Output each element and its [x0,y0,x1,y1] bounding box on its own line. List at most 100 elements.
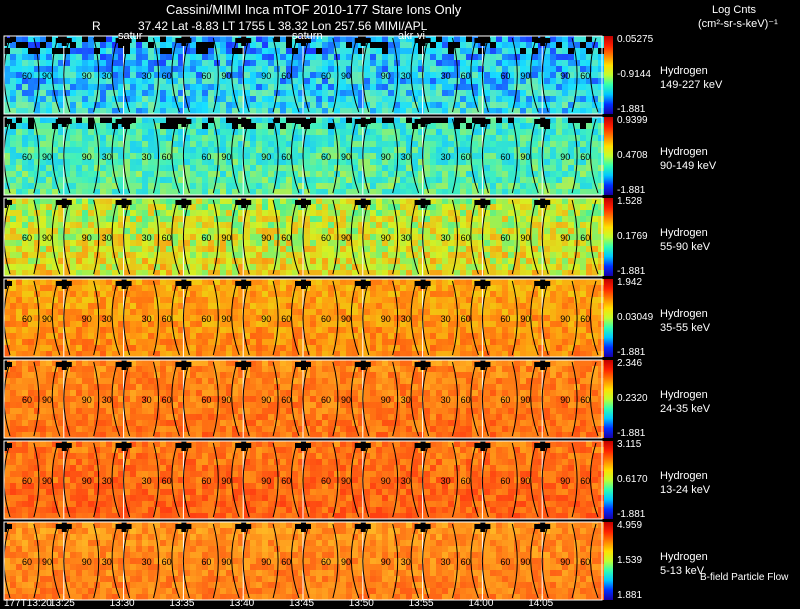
pitch-angle-label: 60 [201,476,211,486]
colorbar-5 [604,441,613,519]
pitch-angle-label: 90 [82,233,92,243]
pitch-angle-label: 60 [321,476,331,486]
pitch-angle-label: 60 [500,71,510,81]
pitch-angle-label: 90 [560,314,570,324]
panel-6: 60 90 90 30 30 60 60 90 90 60 60 90 90 30 30 60 60 90 90 60 [0,521,604,601]
pitch-angle-label: 60 [22,395,32,405]
pitch-angle-label: 90 [381,314,391,324]
pitch-angle-label: 30 [441,233,451,243]
pitch-angle-label: 60 [461,314,471,324]
panel-3: 60 90 90 30 30 60 60 90 90 60 60 90 90 30 30 60 60 90 90 60 [0,278,604,358]
pitch-angle-label: 90 [221,476,231,486]
pitch-angle-label: 60 [500,476,510,486]
pitch-angle-label: 60 [321,233,331,243]
pitch-angle-label: 60 [162,71,172,81]
colorbar-mid: 0.4708 [617,150,648,161]
x-tick-label: 13:25 [49,598,75,609]
pitch-angle-label: 90 [261,314,271,324]
pitch-angle-label: 60 [580,395,590,405]
panel-0: 60 90 90 30 30 60 60 90 90 60 60 90 90 30 30 60 60 90 90 60 [0,35,604,115]
pitch-angle-label: 90 [520,71,530,81]
pitch-angle-label: 90 [42,395,52,405]
pitch-angle-label: 90 [221,395,231,405]
pitch-angle-label: 30 [401,557,411,567]
pitch-angle-label: 60 [22,476,32,486]
pitch-angle-label: 30 [441,395,451,405]
pitch-angle-label: 60 [201,233,211,243]
colorbar-3 [604,279,613,357]
pitch-angle-label: 30 [142,233,152,243]
colorbar-6 [604,522,613,600]
pitch-angle-label: 90 [82,476,92,486]
pitch-angle-label: 60 [281,233,291,243]
x-tick-label: 13:55 [408,598,434,609]
pitch-angle-label: 60 [201,314,211,324]
pitch-angle-label: 90 [341,71,351,81]
panel-5: 60 90 90 30 30 60 60 90 90 60 60 90 90 30 30 60 60 90 90 60 [0,440,604,520]
pitch-angle-label: 30 [142,476,152,486]
pitch-angle-label: 30 [142,557,152,567]
units-label: (cm²-sr-s-keV)⁻¹ [698,18,778,30]
energy-label: 5-13 keV [660,565,705,577]
overlay-label-satur: satur [118,30,143,42]
pitch-angle-label: 30 [401,476,411,486]
colorbar-mid: 0.03049 [617,312,654,323]
pitch-angle-label: 90 [381,71,391,81]
pitch-angle-label: 90 [82,152,92,162]
species-label: Hydrogen [660,308,708,320]
pitch-angle-label: 90 [381,395,391,405]
pitch-angle-label: 90 [341,314,351,324]
pitch-angle-label: 90 [520,476,530,486]
colorbar-min: -1.881 [617,185,646,196]
pitch-angle-label: 60 [580,557,590,567]
pitch-angle-label: 60 [580,476,590,486]
overlay-label-saturn: saturn [292,30,323,42]
species-label: Hydrogen [660,551,708,563]
pitch-angle-label: 30 [441,71,451,81]
x-tick-label: 13:50 [348,598,374,609]
pitch-angle-label: 60 [321,152,331,162]
pitch-angle-label: 60 [321,314,331,324]
pitch-angle-label: 90 [520,395,530,405]
header-orbit-values: 37.42 Lat -8.83 LT 1755 L 38.32 Lon 257.… [138,19,428,33]
colorbar-mid: 0.1769 [617,231,648,242]
pitch-angle-label: 90 [82,71,92,81]
pitch-angle-label: 90 [261,71,271,81]
pitch-angle-label: 90 [341,557,351,567]
pitch-angle-label: 90 [560,395,570,405]
colorbar-max: 1.528 [617,196,643,207]
pitch-angle-label: 60 [321,557,331,567]
pitch-angle-label: 90 [261,152,271,162]
colorbar-min: -1.881 [617,428,646,439]
energy-label: 90-149 keV [660,160,717,172]
pitch-angle-label: 30 [401,395,411,405]
pitch-angle-label: 60 [201,395,211,405]
colorbar-min: -1.881 [617,509,646,520]
pitch-angle-label: 60 [162,557,172,567]
colorbar-max: 3.115 [617,439,642,450]
pitch-angle-label: 60 [281,314,291,324]
pitch-angle-label: 30 [441,476,451,486]
pitch-angle-label: 60 [461,557,471,567]
pitch-angle-label: 60 [162,476,172,486]
pitch-angle-label: 90 [341,395,351,405]
pitch-angle-label: 60 [162,152,172,162]
panel-1: 60 90 90 30 30 60 60 90 90 60 60 90 90 30 30 60 60 90 90 60 [0,116,604,196]
x-tick-label: 13:35 [169,598,195,609]
pitch-angle-label: 60 [580,71,590,81]
pitch-angle-label: 90 [42,557,52,567]
pitch-angle-label: 90 [560,233,570,243]
pitch-angle-label: 90 [221,557,231,567]
pitch-angle-label: 90 [42,476,52,486]
species-label: Hydrogen [660,227,708,239]
date-prefix: 177T13:20 [4,598,52,609]
header-r-label: R [92,19,101,33]
colorbar-4 [604,360,613,438]
colorbar-max: 1.942 [617,277,643,288]
colorbar-0 [604,36,613,114]
pitch-angle-label: 90 [82,395,92,405]
pitch-angle-label: 60 [22,71,32,81]
pitch-angle-label: 60 [162,314,172,324]
pitch-angle-label: 60 [461,152,471,162]
